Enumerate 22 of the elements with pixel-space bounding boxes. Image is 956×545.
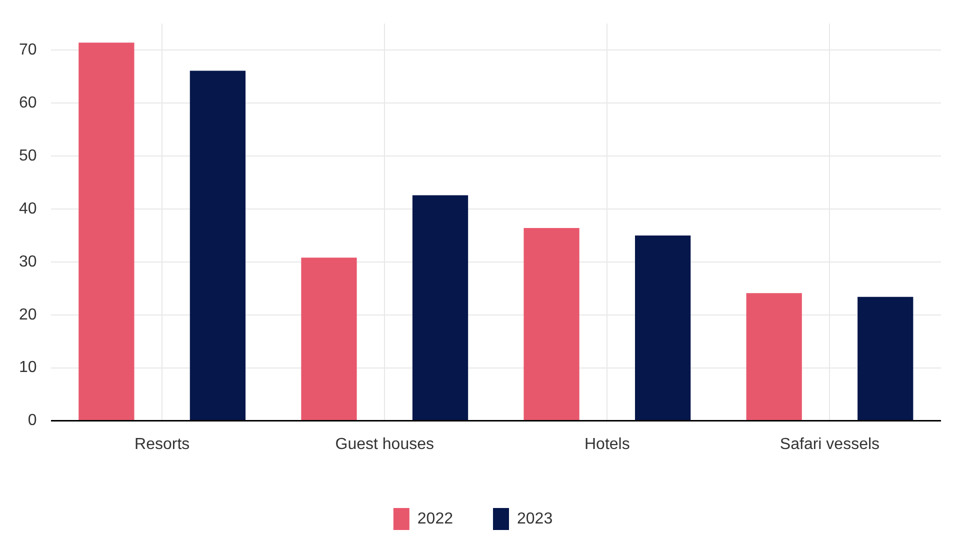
y-tick-label: 50 [19,147,37,164]
legend-label: 2023 [517,510,553,528]
bar [301,258,357,420]
x-tick-label: Guest houses [335,436,434,453]
bar [634,235,691,420]
bar [746,293,802,420]
x-tick-label: Resorts [134,436,190,453]
y-tick-label: 0 [28,412,37,430]
y-tick-label: 70 [19,41,37,58]
bar [412,195,468,420]
x-tick-label: Hotels [584,436,630,453]
bar [78,42,134,420]
bar [524,228,580,420]
legend-label: 2022 [417,510,454,528]
bar [858,296,914,420]
bar [190,70,246,420]
y-tick-label: 60 [19,94,37,112]
y-tick-label: 10 [19,359,37,376]
y-tick-label: 40 [19,200,37,218]
x-tick-label: Safari vessels [780,436,880,453]
y-tick-label: 30 [19,253,37,270]
y-tick-label: 20 [19,306,37,324]
